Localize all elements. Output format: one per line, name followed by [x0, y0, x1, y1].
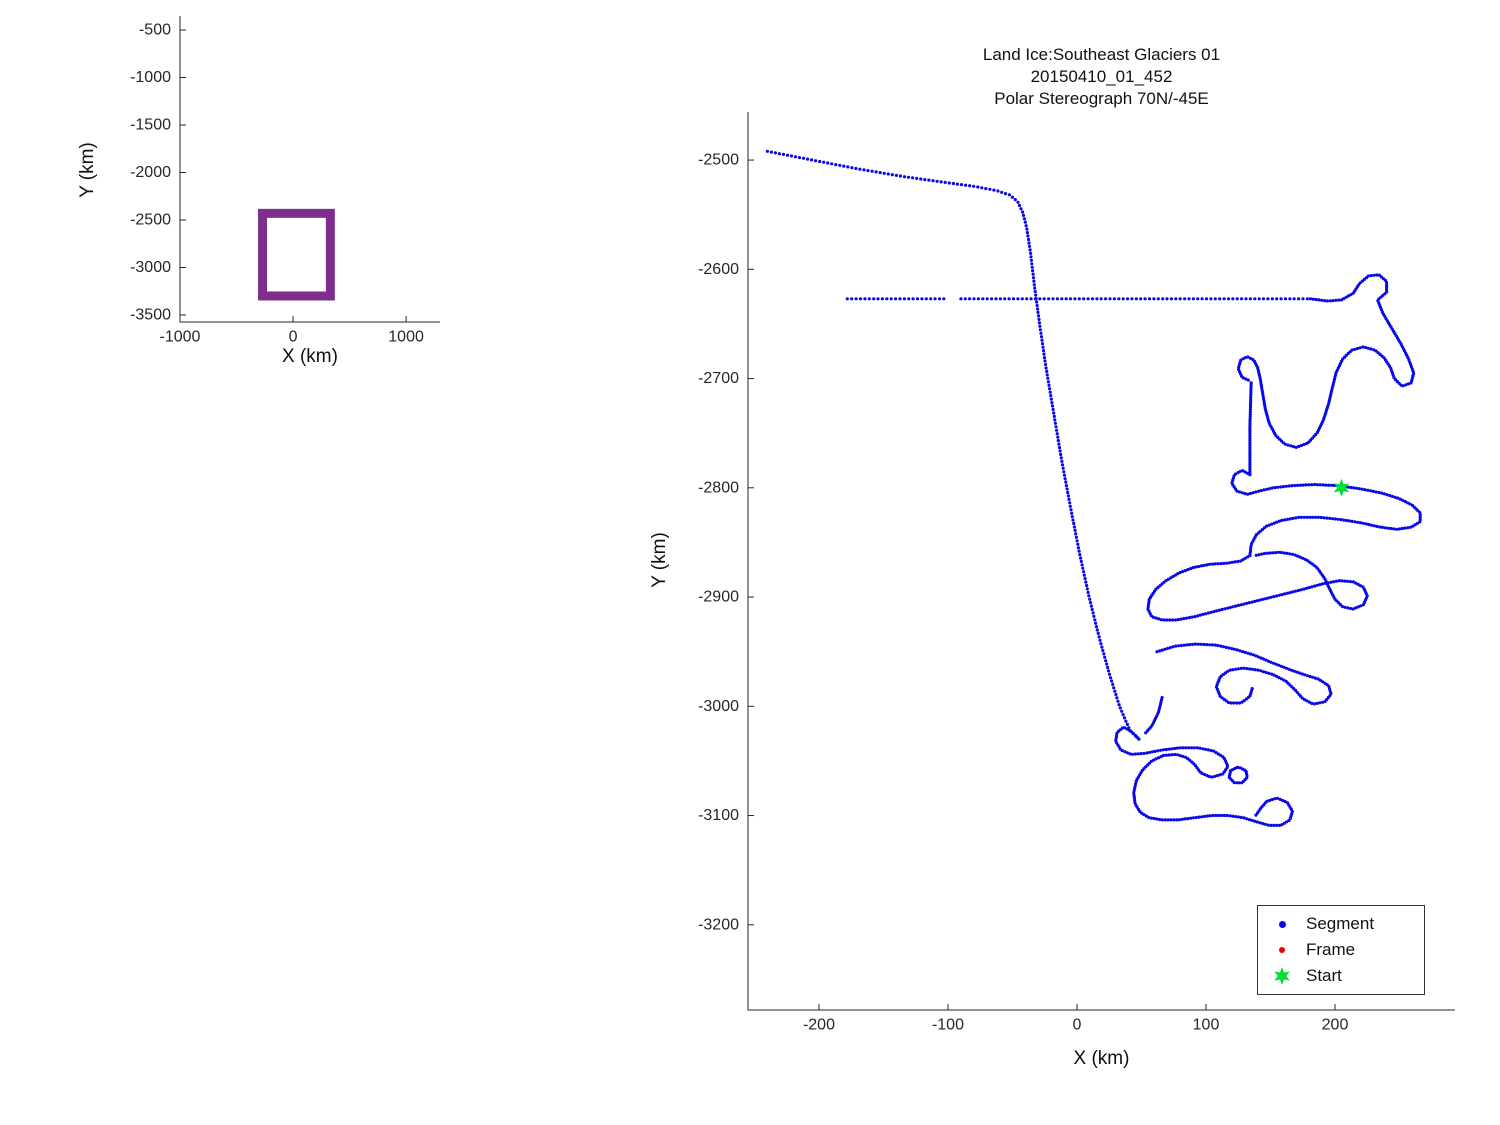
segment-dot-icon [1258, 920, 1306, 928]
y-tick-label: -3200 [698, 916, 739, 933]
legend-label: Segment [1306, 914, 1375, 933]
legend-label: Start [1306, 966, 1342, 985]
y-tick-label: -1000 [130, 69, 171, 86]
x-tick-label: -100 [932, 1016, 964, 1033]
segment-series [765, 149, 1422, 828]
x-tick-label: 100 [1193, 1016, 1220, 1033]
x-tick-label: 1000 [388, 328, 424, 345]
axis-lines [747, 112, 1455, 1011]
y-tick-label: -2500 [698, 152, 739, 169]
x-tick-label: -1000 [160, 328, 201, 345]
frame-dot-icon [1258, 947, 1306, 953]
title-line-mission: Land Ice:Southeast Glaciers 01 [982, 45, 1221, 64]
main-xlabel: X (km) [1073, 1048, 1130, 1069]
title-line-flight-id: 20150410_01_452 [1030, 67, 1173, 86]
y-tick-label: -2900 [698, 589, 739, 606]
axis-lines [179, 16, 440, 323]
overview-plot: -1000 0 1000 -500 -1000 -1500 -2000 -2500 -3000 -… [130, 16, 440, 345]
x-tick-label: 0 [1073, 1016, 1082, 1033]
title-line-projection: Polar Stereograph 70N/-45E [994, 89, 1209, 108]
overview-ylabel: Y (km) [77, 142, 98, 198]
x-tick-label: -200 [803, 1016, 835, 1033]
y-tick-label: -3100 [698, 807, 739, 824]
y-tick-label: -3000 [130, 259, 171, 276]
legend-entry-segment: Segment [1258, 911, 1424, 937]
legend-entry-start: Start [1258, 963, 1424, 989]
main-plot: -200 -100 0 100 200 -2500 -2600 -2700 -2800 -2900… [698, 112, 1455, 1033]
y-tick-label: -2800 [698, 479, 739, 496]
y-tick-label: -1500 [130, 117, 171, 134]
y-tick-label: -2000 [130, 164, 171, 181]
x-tick-label: 0 [289, 328, 298, 345]
legend-entry-frame: Frame [1258, 937, 1424, 963]
x-tick-label: 200 [1322, 1016, 1349, 1033]
legend: Segment Frame Start [1257, 905, 1425, 995]
flight-box [258, 208, 335, 301]
y-tick-label: -3000 [698, 698, 739, 715]
y-tick-label: -2500 [130, 212, 171, 229]
overview-xlabel: X (km) [282, 346, 338, 367]
start-marker [1333, 478, 1350, 497]
y-tick-label: -2700 [698, 370, 739, 387]
main-plot-title: Land Ice:Southeast Glaciers 01 20150410_… [748, 44, 1455, 110]
main-ylabel: Y (km) [649, 532, 670, 588]
y-tick-label: -2600 [698, 261, 739, 278]
y-tick-label: -500 [139, 22, 171, 39]
start-marker-icon [1258, 966, 1306, 986]
y-tick-label: -3500 [130, 306, 171, 323]
legend-label: Frame [1306, 940, 1356, 959]
